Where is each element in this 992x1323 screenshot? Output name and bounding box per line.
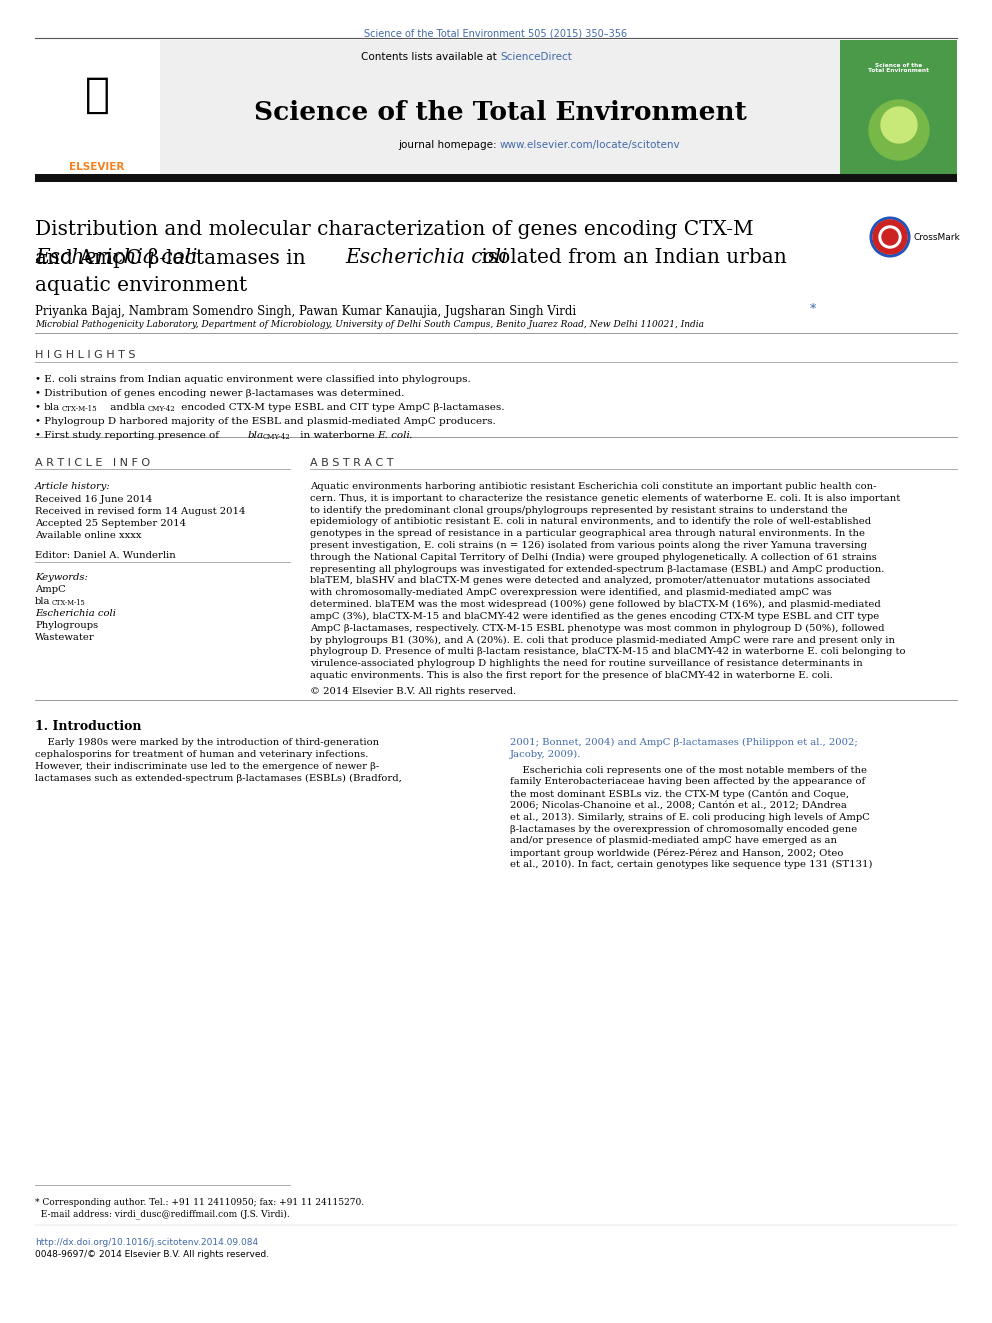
Text: et al., 2010). In fact, certain genotypes like sequence type 131 (ST131): et al., 2010). In fact, certain genotype…	[510, 860, 873, 869]
Text: through the National Capital Territory of Delhi (India) were grouped phylogeneti: through the National Capital Territory o…	[310, 553, 877, 562]
Text: Keywords:: Keywords:	[35, 573, 88, 582]
Text: 🌲: 🌲	[84, 74, 109, 116]
Text: Early 1980s were marked by the introduction of third-generation: Early 1980s were marked by the introduct…	[35, 738, 379, 747]
Bar	[160, 40, 840, 175]
Text: isolated from an Indian urban: isolated from an Indian urban	[475, 247, 787, 267]
Circle shape	[882, 229, 898, 245]
Text: family Enterobacteriaceae having been affected by the appearance of: family Enterobacteriaceae having been af…	[510, 778, 865, 786]
Text: Aquatic environments harboring antibiotic resistant Escherichia coli constitute : Aquatic environments harboring antibioti…	[310, 482, 877, 491]
Text: A B S T R A C T: A B S T R A C T	[310, 458, 394, 468]
Text: β-lactamases by the overexpression of chromosomally encoded gene: β-lactamases by the overexpression of ch…	[510, 824, 857, 833]
Text: E-mail address: virdi_dusc@rediffmail.com (J.S. Virdi).: E-mail address: virdi_dusc@rediffmail.co…	[35, 1209, 290, 1218]
Text: Received in revised form 14 August 2014: Received in revised form 14 August 2014	[35, 507, 245, 516]
Text: Science of the Total Environment 505 (2015) 350–356: Science of the Total Environment 505 (20…	[364, 28, 628, 38]
Circle shape	[873, 220, 907, 254]
Text: •: •	[35, 404, 45, 411]
Text: Phylogroups: Phylogroups	[35, 620, 98, 630]
Text: lactamases such as extended-spectrum β-lactamases (ESBLs) (Bradford,: lactamases such as extended-spectrum β-l…	[35, 774, 402, 782]
Text: cephalosporins for treatment of human and veterinary infections.: cephalosporins for treatment of human an…	[35, 750, 368, 759]
Text: E. coli: E. coli	[377, 431, 410, 441]
Text: epidemiology of antibiotic resistant E. coli in natural environments, and to ide: epidemiology of antibiotic resistant E. …	[310, 517, 871, 527]
Bar	[840, 40, 957, 175]
Text: and/or presence of plasmid-mediated ampC have emerged as an: and/or presence of plasmid-mediated ampC…	[510, 836, 837, 845]
Text: CrossMark: CrossMark	[913, 233, 959, 242]
Text: Received 16 June 2014: Received 16 June 2014	[35, 495, 153, 504]
Text: www.elsevier.com/locate/scitotenv: www.elsevier.com/locate/scitotenv	[500, 140, 681, 149]
Text: important group worldwide (Pérez-Pérez and Hanson, 2002; Oteo: important group worldwide (Pérez-Pérez a…	[510, 848, 843, 857]
Text: 1. Introduction: 1. Introduction	[35, 720, 142, 733]
Text: in waterborne: in waterborne	[297, 431, 378, 441]
Text: Distribution and molecular characterization of genes encoding CTX-M: Distribution and molecular characterizat…	[35, 220, 754, 239]
Bar	[35, 175, 957, 183]
Text: Escherichia coli: Escherichia coli	[35, 609, 116, 618]
Text: cern. Thus, it is important to characterize the resistance genetic elements of w: cern. Thus, it is important to character…	[310, 493, 901, 503]
Text: Contents lists available at: Contents lists available at	[361, 52, 500, 62]
Text: 2001; Bonnet, 2004) and AmpC β-lactamases (Philippon et al., 2002;: 2001; Bonnet, 2004) and AmpC β-lactamase…	[510, 738, 858, 747]
Text: CMY-42: CMY-42	[263, 433, 291, 441]
Text: Escherichia coli represents one of the most notable members of the: Escherichia coli represents one of the m…	[510, 766, 867, 774]
Circle shape	[881, 107, 917, 143]
Text: ampC (3%), blaCTX-M-15 and blaCMY-42 were identified as the genes encoding CTX-M: ampC (3%), blaCTX-M-15 and blaCMY-42 wer…	[310, 611, 879, 620]
Text: Science of the
Total Environment: Science of the Total Environment	[869, 62, 930, 73]
Text: 0048-9697/© 2014 Elsevier B.V. All rights reserved.: 0048-9697/© 2014 Elsevier B.V. All right…	[35, 1250, 269, 1259]
Text: et al., 2013). Similarly, strains of E. coli producing high levels of AmpC: et al., 2013). Similarly, strains of E. …	[510, 812, 870, 822]
Text: • First study reporting presence of: • First study reporting presence of	[35, 431, 222, 441]
Text: * Corresponding author. Tel.: +91 11 24110950; fax: +91 11 24115270.: * Corresponding author. Tel.: +91 11 241…	[35, 1199, 364, 1207]
Text: representing all phylogroups was investigated for extended-spectrum β-lactamase : representing all phylogroups was investi…	[310, 565, 885, 574]
Text: Accepted 25 September 2014: Accepted 25 September 2014	[35, 519, 186, 528]
Text: © 2014 Elsevier B.V. All rights reserved.: © 2014 Elsevier B.V. All rights reserved…	[310, 687, 516, 696]
Text: and AmpC β-lactamases in: and AmpC β-lactamases in	[35, 247, 312, 269]
Text: determined. blaTEM was the most widespread (100%) gene followed by blaCTX-M (16%: determined. blaTEM was the most widespre…	[310, 601, 881, 609]
Text: blaTEM, blaSHV and blaCTX-M genes were detected and analyzed, promoter/attenuato: blaTEM, blaSHV and blaCTX-M genes were d…	[310, 577, 870, 585]
Text: bla: bla	[44, 404, 61, 411]
Text: present investigation, E. coli strains (n = 126) isolated from various points al: present investigation, E. coli strains (…	[310, 541, 867, 550]
Text: bla: bla	[130, 404, 146, 411]
Text: encoded CTX-M type ESBL and CIT type AmpC β-lactamases.: encoded CTX-M type ESBL and CIT type Amp…	[178, 404, 505, 411]
Text: Science of the Total Environment: Science of the Total Environment	[254, 101, 746, 124]
Text: by phylogroups B1 (30%), and A (20%). E. coli that produce plasmid-mediated AmpC: by phylogroups B1 (30%), and A (20%). E.…	[310, 635, 895, 644]
Text: *: *	[810, 303, 816, 316]
Text: Editor: Daniel A. Wunderlin: Editor: Daniel A. Wunderlin	[35, 550, 176, 560]
Text: http://dx.doi.org/10.1016/j.scitotenv.2014.09.084: http://dx.doi.org/10.1016/j.scitotenv.20…	[35, 1238, 258, 1248]
Text: • Phylogroup D harbored majority of the ESBL and plasmid-mediated AmpC producers: • Phylogroup D harbored majority of the …	[35, 417, 496, 426]
Text: aquatic environment: aquatic environment	[35, 277, 247, 295]
Text: H I G H L I G H T S: H I G H L I G H T S	[35, 351, 136, 360]
Text: journal homepage:: journal homepage:	[398, 140, 500, 149]
Text: Priyanka Bajaj, Nambram Somendro Singh, Pawan Kumar Kanaujia, Jugsharan Singh Vi: Priyanka Bajaj, Nambram Somendro Singh, …	[35, 306, 580, 318]
Text: Jacoby, 2009).: Jacoby, 2009).	[510, 750, 581, 759]
Text: Article history:: Article history:	[35, 482, 111, 491]
Text: ELSEVIER: ELSEVIER	[69, 161, 125, 172]
Text: with chromosomally-mediated AmpC overexpression were identified, and plasmid-med: with chromosomally-mediated AmpC overexp…	[310, 589, 831, 597]
Text: CMY-42: CMY-42	[148, 405, 176, 413]
Text: to identify the predominant clonal groups/phylogroups represented by resistant s: to identify the predominant clonal group…	[310, 505, 847, 515]
Text: ScienceDirect: ScienceDirect	[500, 52, 571, 62]
Circle shape	[879, 226, 901, 247]
Text: Wastewater: Wastewater	[35, 632, 95, 642]
Text: A R T I C L E   I N F O: A R T I C L E I N F O	[35, 458, 150, 468]
Text: and: and	[107, 404, 133, 411]
Text: virulence-associated phylogroup D highlights the need for routine surveillance o: virulence-associated phylogroup D highli…	[310, 659, 863, 668]
Text: AmpC β-lactamases, respectively. CTX-M-15 ESBL phenotype was most common in phyl: AmpC β-lactamases, respectively. CTX-M-1…	[310, 623, 885, 632]
Text: 2006; Nicolas-Chanoine et al., 2008; Cantón et al., 2012; DAndrea: 2006; Nicolas-Chanoine et al., 2008; Can…	[510, 800, 847, 810]
Text: .: .	[408, 431, 412, 441]
Text: bla: bla	[248, 431, 264, 441]
Text: genotypes in the spread of resistance in a particular geographical area through : genotypes in the spread of resistance in…	[310, 529, 865, 538]
Text: • E. coli strains from Indian aquatic environment were classified into phylogrou: • E. coli strains from Indian aquatic en…	[35, 374, 471, 384]
Text: the most dominant ESBLs viz. the CTX-M type (Cantón and Coque,: the most dominant ESBLs viz. the CTX-M t…	[510, 790, 849, 799]
Circle shape	[869, 101, 929, 160]
Text: AmpC: AmpC	[35, 585, 65, 594]
Text: CTX-M-15: CTX-M-15	[52, 599, 85, 607]
Text: • Distribution of genes encoding newer β-lactamases was determined.: • Distribution of genes encoding newer β…	[35, 389, 405, 398]
Text: phylogroup D. Presence of multi β-lactam resistance, blaCTX-M-15 and blaCMY-42 i: phylogroup D. Presence of multi β-lactam…	[310, 647, 906, 656]
Text: aquatic environments. This is also the first report for the presence of blaCMY-4: aquatic environments. This is also the f…	[310, 671, 833, 680]
Text: However, their indiscriminate use led to the emergence of newer β-: However, their indiscriminate use led to…	[35, 762, 379, 770]
Text: Microbial Pathogenicity Laboratory, Department of Microbiology, University of De: Microbial Pathogenicity Laboratory, Depa…	[35, 320, 704, 329]
Text: Available online xxxx: Available online xxxx	[35, 531, 142, 540]
Text: Escherichia coli: Escherichia coli	[35, 247, 197, 267]
Text: Escherichia coli: Escherichia coli	[345, 247, 507, 267]
Text: CTX-M-15: CTX-M-15	[62, 405, 97, 413]
Text: bla: bla	[35, 597, 51, 606]
Bar	[35, 40, 160, 175]
